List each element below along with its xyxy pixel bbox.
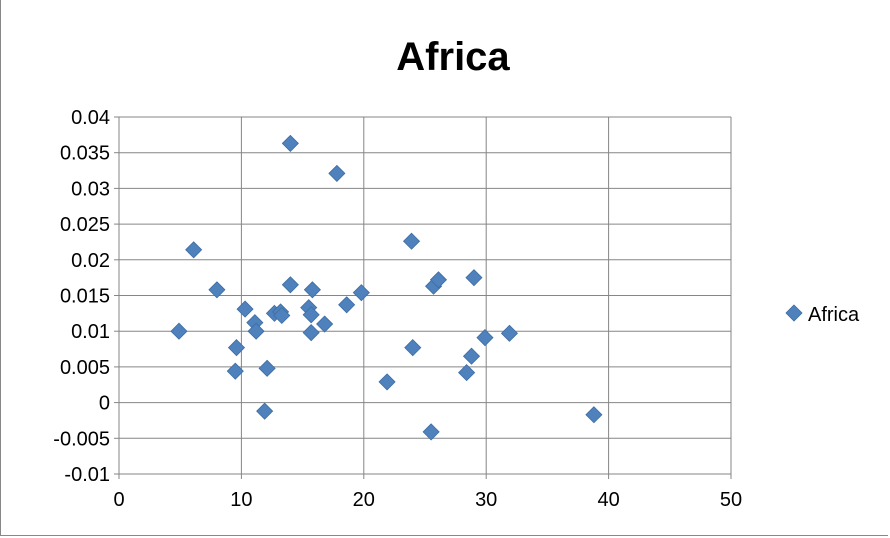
data-point	[273, 306, 291, 325]
data-point	[429, 271, 448, 289]
y-tick-label: 0.03	[71, 178, 110, 200]
data-point	[208, 281, 226, 299]
y-tick-label: -0.01	[64, 464, 110, 486]
x-tick-label: 0	[113, 489, 124, 511]
legend: Africa	[785, 304, 860, 326]
data-point	[256, 402, 274, 420]
data-point	[281, 134, 299, 152]
data-point	[302, 324, 320, 342]
y-tick-label: -0.005	[53, 428, 110, 450]
y-tick-label: 0	[99, 393, 110, 415]
data-point	[258, 359, 276, 377]
axes	[114, 116, 732, 479]
data-point	[338, 296, 356, 314]
data-point	[316, 315, 334, 333]
x-tick-label: 50	[720, 489, 742, 511]
data-point	[227, 339, 246, 357]
data-point	[185, 241, 203, 259]
y-tick-label: 0.04	[71, 107, 110, 129]
data-point	[170, 322, 188, 340]
data-point	[328, 164, 346, 182]
y-tick-label: 0.025	[60, 214, 110, 236]
tick-labels: 0.040.0350.030.0250.020.0150.010.0050-0.…	[53, 107, 742, 511]
y-tick-label: 0.01	[71, 321, 110, 343]
data-points	[170, 134, 603, 441]
data-point	[226, 362, 244, 380]
data-point	[303, 281, 321, 299]
data-point	[402, 232, 421, 250]
data-point	[462, 347, 481, 365]
data-point	[585, 406, 603, 424]
data-point	[378, 373, 396, 391]
x-tick-label: 10	[230, 489, 252, 511]
legend-marker	[785, 304, 803, 322]
data-point	[247, 322, 265, 340]
data-point	[500, 324, 519, 342]
data-point	[352, 284, 370, 302]
data-point	[404, 339, 422, 357]
chart-title: Africa	[396, 35, 510, 79]
y-tick-label: 0.015	[60, 286, 110, 308]
data-point	[236, 300, 254, 318]
y-tick-label: 0.02	[71, 250, 110, 272]
legend-label: Africa	[808, 304, 860, 326]
x-tick-label: 30	[475, 489, 497, 511]
data-point	[422, 423, 440, 441]
data-point	[458, 364, 476, 382]
data-point	[281, 276, 299, 294]
y-tick-label: 0.035	[60, 143, 110, 165]
data-point	[465, 269, 483, 287]
y-tick-label: 0.005	[60, 357, 110, 379]
data-point	[302, 306, 320, 324]
grid	[118, 116, 732, 475]
x-tick-label: 40	[597, 489, 619, 511]
data-point	[476, 329, 494, 347]
x-tick-label: 20	[353, 489, 375, 511]
